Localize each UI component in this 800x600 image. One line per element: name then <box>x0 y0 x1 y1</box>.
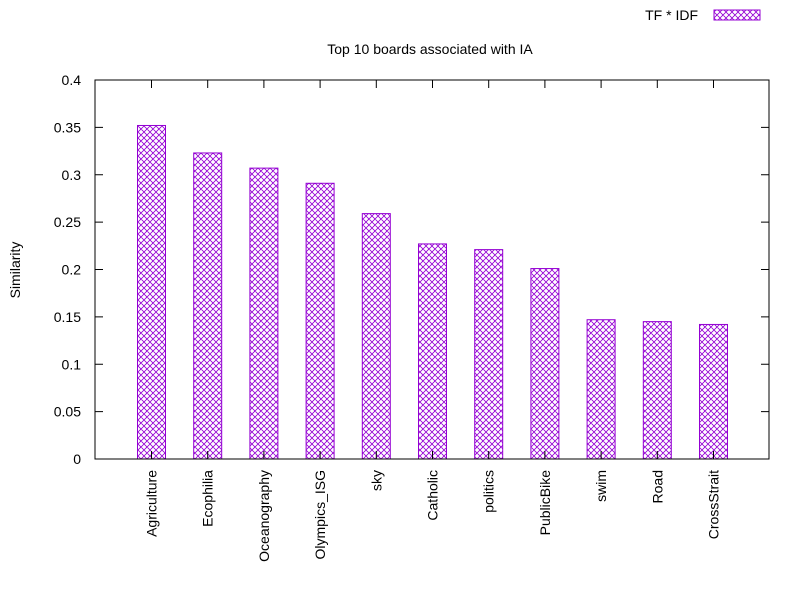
y-tick-label: 0.2 <box>62 262 82 278</box>
bar-catholic <box>418 243 447 460</box>
bar-olympics_isg <box>305 182 335 460</box>
x-tick-label: Agriculture <box>144 470 160 537</box>
x-axis-ticks: Agriculture Ecophilia Oceanography Olympics… <box>144 80 722 562</box>
x-tick-label: swim <box>593 470 609 502</box>
bar-politics <box>474 249 504 460</box>
x-tick-label: CrossStrait <box>706 470 722 539</box>
bar-publicbike <box>530 268 560 460</box>
bar-crossstrait <box>699 323 728 460</box>
y-tick-label: 0.25 <box>54 214 81 230</box>
bar-oceanography <box>249 167 279 460</box>
x-tick-label: Catholic <box>425 470 441 521</box>
y-tick-label: 0.3 <box>62 167 82 183</box>
y-tick-label: 0.05 <box>54 404 81 420</box>
x-tick-label: Road <box>649 470 665 503</box>
bar-agriculture <box>137 124 166 460</box>
chart-title: Top 10 boards associated with IA <box>327 41 533 57</box>
y-axis-ticks: 0 0.05 0.1 0.15 0.2 0.25 0.3 0.35 0.4 <box>54 72 769 467</box>
bar-sky <box>361 213 391 460</box>
x-tick-label: PublicBike <box>537 470 553 536</box>
legend-swatch <box>713 9 761 21</box>
x-tick-label: Ecophilia <box>200 470 216 527</box>
legend-label: TF * IDF <box>645 7 698 23</box>
bars <box>137 124 728 460</box>
y-tick-label: 0.35 <box>54 119 81 135</box>
bar-ecophilia <box>193 152 223 460</box>
bar-road <box>642 321 672 460</box>
bar-swim <box>586 319 616 460</box>
legend: TF * IDF <box>645 7 761 23</box>
plot-area-border <box>94 79 770 460</box>
y-tick-label: 0 <box>73 451 81 467</box>
x-tick-label: politics <box>481 470 497 513</box>
x-tick-label: Oceanography <box>256 470 272 562</box>
y-tick-label: 0.4 <box>62 72 82 88</box>
y-tick-label: 0.15 <box>54 309 81 325</box>
x-tick-label: Olympics_ISG <box>312 470 328 559</box>
x-tick-label: sky <box>368 470 384 491</box>
y-tick-label: 0.1 <box>62 356 82 372</box>
y-axis-label: Similarity <box>7 242 23 299</box>
